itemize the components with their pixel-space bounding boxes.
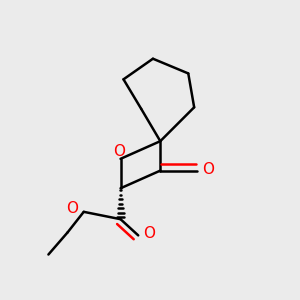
Text: O: O: [113, 144, 125, 159]
Text: O: O: [67, 201, 79, 216]
Text: O: O: [143, 226, 155, 242]
Text: O: O: [202, 162, 214, 177]
